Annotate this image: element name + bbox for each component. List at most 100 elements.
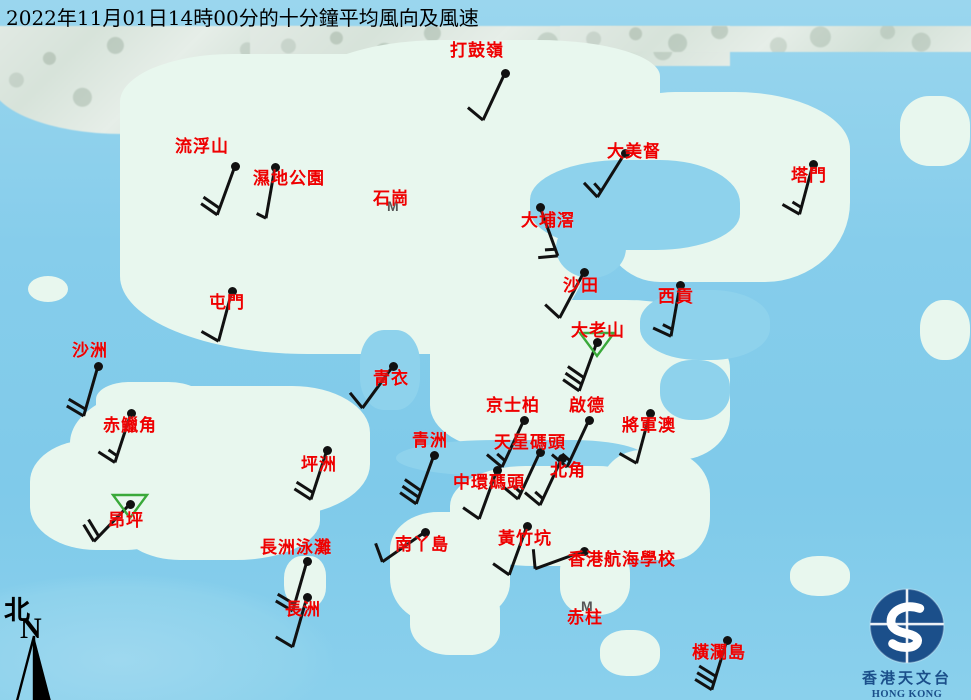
wind-barb-icon	[466, 72, 507, 122]
station-label: 長洲泳灘	[260, 538, 332, 558]
wind-barb-icon	[275, 596, 309, 649]
station-dot	[429, 450, 439, 460]
station-label: 中環碼頭	[453, 473, 525, 493]
station-dot	[519, 415, 529, 425]
station-dot	[227, 286, 237, 296]
compass-label-cn: 北	[4, 596, 31, 626]
wind-barb-icon	[531, 549, 585, 571]
station-label: 京士柏	[486, 396, 540, 416]
station-label: 青衣	[373, 369, 409, 389]
station-label: 橫瀾島	[692, 643, 746, 663]
hko-logo: 香港天文台 HONG KONG OBSERVATORY	[846, 586, 968, 700]
station-dot	[535, 202, 545, 212]
tko-bay-water	[660, 360, 730, 420]
station-dot	[522, 521, 532, 531]
hko-name-cn: 香港天文台	[861, 669, 952, 687]
station-dot	[230, 161, 240, 171]
station-label: 啟德	[569, 396, 605, 416]
wind-barb-icon	[538, 206, 560, 260]
station-dot	[322, 445, 332, 455]
station-label: 濕地公園	[253, 169, 325, 189]
station-label: 長洲	[285, 600, 321, 620]
station-label: 將軍澳	[622, 416, 676, 436]
station-label: 西貢	[658, 287, 694, 307]
station-dot	[808, 159, 818, 169]
offshore-island-sw	[28, 276, 68, 302]
station-label: 大埔滘	[521, 211, 575, 231]
wind-barb-icon	[275, 560, 309, 613]
missing-data-symbol: M	[581, 598, 593, 614]
station-label: 坪洲	[301, 455, 337, 475]
wind-barb-icon	[293, 449, 329, 501]
station-label: 沙田	[563, 276, 599, 296]
station-dot	[270, 162, 280, 172]
wind-barb-icon	[618, 412, 652, 465]
gust-triangle-icon	[110, 493, 150, 521]
wind-barb-icon	[200, 165, 237, 217]
wind-barb-icon	[562, 331, 617, 393]
station-label: 香港航海學校	[568, 550, 676, 570]
wind-barb-icon	[200, 290, 234, 343]
station-label: 昂坪	[108, 511, 144, 531]
hk-island-east-land	[600, 450, 710, 560]
mainland-china-satellite-far-east	[560, 26, 971, 52]
hko-emblem-icon	[869, 588, 945, 664]
lamma-south-land	[410, 585, 500, 655]
wind-barb-icon	[485, 419, 526, 469]
po-toi-land	[600, 630, 660, 676]
station-dot	[579, 546, 589, 556]
wind-barb-icon	[374, 530, 426, 564]
station-dot	[388, 361, 398, 371]
wind-barb-icon	[781, 163, 815, 216]
station-dot	[645, 408, 655, 418]
station-dot	[126, 408, 136, 418]
station-dot	[492, 465, 502, 475]
station-dot	[125, 499, 135, 509]
wind-barb-icon	[582, 152, 627, 199]
page-title: 2022年11月01日14時00分的十分鐘平均風向及風速	[6, 6, 479, 30]
wind-barb-icon	[492, 525, 529, 577]
station-dot	[620, 148, 630, 158]
offshore-island-far-east	[920, 300, 970, 360]
station-label: 赤鱲角	[103, 416, 157, 436]
offshore-island-ne	[900, 96, 970, 166]
offshore-island-se	[790, 556, 850, 596]
wind-barb-icon	[694, 639, 729, 692]
hko-name-en: HONG KONG OBSERVATORY	[871, 689, 943, 700]
station-label: 天星碼頭	[494, 433, 566, 453]
station-label: 青洲	[412, 431, 448, 451]
compass-label-en: N	[20, 612, 42, 645]
tide-cove-water	[556, 218, 626, 278]
wind-barb-icon	[462, 469, 499, 521]
station-label: 北角	[550, 461, 586, 481]
station-label: 流浮山	[175, 137, 229, 157]
station-dot	[579, 267, 589, 277]
station-dot	[420, 527, 430, 537]
wind-barb-icon	[652, 284, 682, 338]
station-label: 大老山	[571, 321, 625, 341]
station-dot	[500, 68, 510, 78]
wind-barb-icon	[66, 365, 100, 418]
lantau-south-land	[120, 470, 320, 560]
station-label: 沙洲	[72, 341, 108, 361]
port-shelter-water	[640, 290, 770, 360]
station-label: 南丫島	[395, 535, 449, 555]
station-dot	[675, 280, 685, 290]
station-dot	[584, 415, 594, 425]
station-dot	[592, 337, 602, 347]
station-label: 打鼓嶺	[450, 41, 504, 61]
station-dot	[722, 635, 732, 645]
wind-barb-icon	[97, 412, 133, 464]
station-dot	[93, 361, 103, 371]
wind-barb-icon	[348, 365, 395, 410]
gust-triangle-icon	[577, 331, 617, 359]
station-dot	[557, 453, 567, 463]
tap-mun-land	[790, 128, 836, 214]
station-label: 赤柱	[567, 608, 603, 628]
station-label: 石崗	[373, 189, 409, 209]
station-label: 屯門	[209, 293, 245, 313]
station-dot	[302, 556, 312, 566]
station-label: 黃竹坑	[498, 529, 552, 549]
missing-data-symbol: M	[387, 198, 399, 214]
